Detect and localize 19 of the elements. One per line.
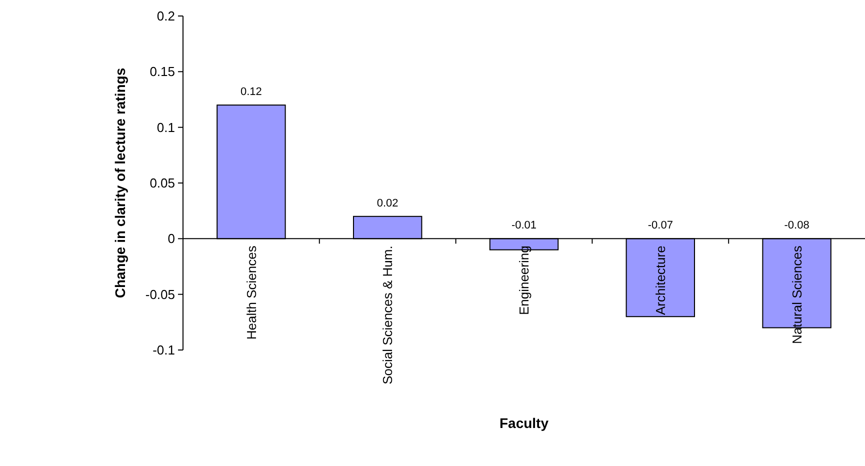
y-tick-label: -0.05 xyxy=(145,286,175,302)
data-label: -0.01 xyxy=(511,220,537,232)
y-tick-label: 0.1 xyxy=(156,120,175,135)
x-tick-label: Engineering xyxy=(516,246,532,316)
y-tick-label: 0.15 xyxy=(150,64,175,80)
data-label: 0.02 xyxy=(376,197,398,210)
y-tick-label: 0 xyxy=(168,231,175,246)
y-tick-label: 0.2 xyxy=(156,8,175,24)
y-tick-label: -0.1 xyxy=(152,342,175,358)
data-label: -0.08 xyxy=(784,220,810,232)
x-tick-label: Social Sciences & Hum. xyxy=(380,246,396,384)
x-tick-label: Health Sciences xyxy=(244,245,259,340)
x-tick-label: Natural Sciences xyxy=(789,245,804,344)
data-label: -0.07 xyxy=(648,220,673,232)
y-axis-title: Change in clarity of lecture ratings xyxy=(112,68,128,298)
data-label: 0.12 xyxy=(240,86,262,98)
y-tick-label: 0.05 xyxy=(150,176,175,191)
x-axis-title: Faculty xyxy=(499,415,549,431)
x-tick-label: Architecture xyxy=(652,246,668,316)
